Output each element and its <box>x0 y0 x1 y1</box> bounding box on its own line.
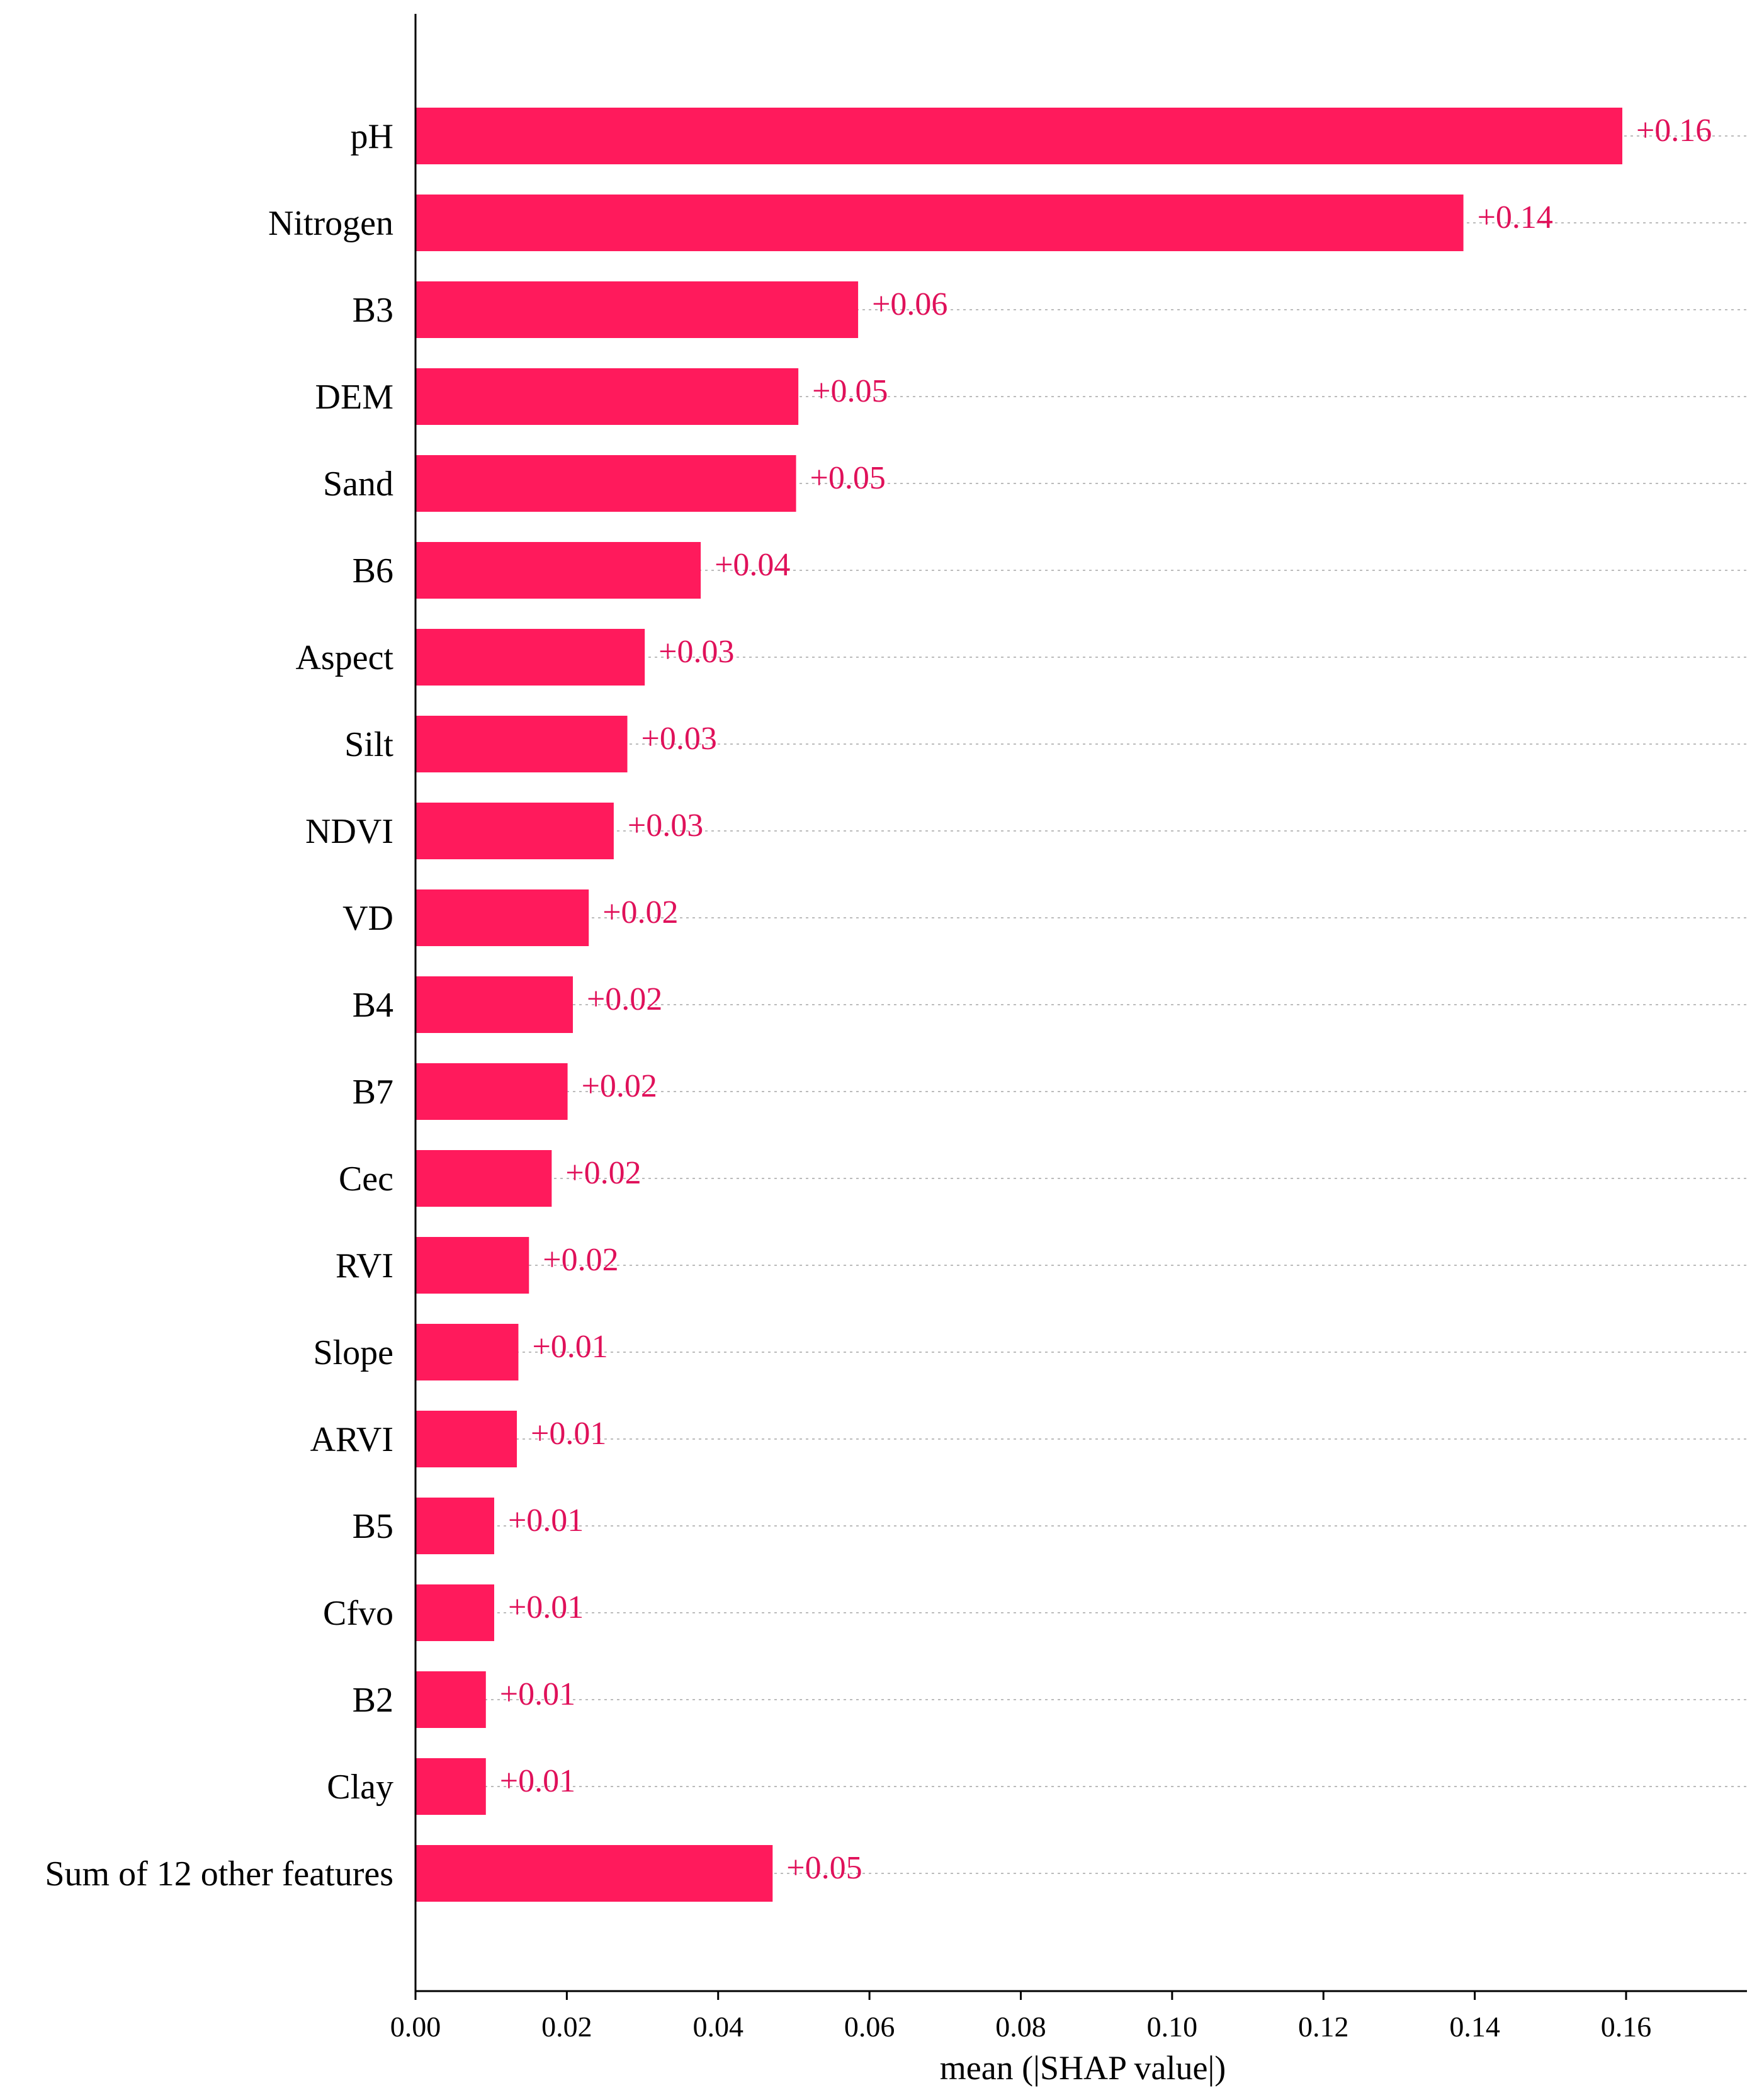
feature-label: B7 <box>353 1073 393 1112</box>
feature-label: Silt <box>344 725 393 764</box>
feature-label: NDVI <box>305 812 393 851</box>
value-label: +0.02 <box>587 981 662 1017</box>
bars <box>415 108 1622 1902</box>
bar-ndvi <box>415 803 614 859</box>
feature-label: B4 <box>353 986 393 1025</box>
value-label: +0.03 <box>658 634 734 670</box>
value-label: +0.01 <box>500 1676 575 1712</box>
bar-b2 <box>415 1671 486 1728</box>
feature-label: Sum of 12 other features <box>45 1854 393 1894</box>
x-axis-title: mean (|SHAP value|) <box>940 2049 1226 2087</box>
feature-label: DEM <box>315 378 393 417</box>
value-label: +0.02 <box>543 1242 618 1278</box>
axes <box>414 14 1747 1992</box>
bar-rvi <box>415 1237 529 1294</box>
feature-label: RVI <box>336 1246 393 1285</box>
value-label: +0.01 <box>532 1329 608 1365</box>
x-tick-label: 0.12 <box>1298 2011 1349 2043</box>
value-label: +0.01 <box>531 1416 606 1452</box>
bar-clay <box>415 1758 486 1815</box>
bar-vd <box>415 889 589 946</box>
value-label: +0.03 <box>641 721 717 757</box>
bar-ph <box>415 108 1622 164</box>
feature-label: VD <box>342 899 393 938</box>
value-label: +0.06 <box>872 286 947 322</box>
feature-label: Nitrogen <box>268 204 393 243</box>
feature-label: Clay <box>327 1768 393 1807</box>
bar-slope <box>415 1324 519 1380</box>
value-label: +0.05 <box>810 460 886 496</box>
x-tick-label: 0.08 <box>995 2011 1046 2043</box>
bar-b3 <box>415 281 859 338</box>
bar-cec <box>415 1150 552 1207</box>
bar-sand <box>415 455 796 512</box>
x-tick-label: 0.06 <box>844 2011 895 2043</box>
value-labels: +0.16 +0.14 +0.06 +0.05 +0.05 +0.04 +0.03 +0.03… <box>500 113 1712 1886</box>
bar-sum-of-12-other-features <box>415 1845 773 1902</box>
value-label: +0.02 <box>565 1155 641 1191</box>
value-label: +0.14 <box>1478 200 1553 235</box>
x-axis-ticks: 0.00 0.02 0.04 0.06 0.08 0.10 0.12 0.14 0.16 <box>390 1991 1652 2043</box>
x-tick-label: 0.02 <box>541 2011 592 2043</box>
feature-label: pH <box>351 117 393 156</box>
bar-b6 <box>415 542 701 599</box>
bar-b5 <box>415 1498 494 1554</box>
x-tick-label: 0.14 <box>1449 2011 1500 2043</box>
value-label: +0.01 <box>508 1503 584 1538</box>
bar-b7 <box>415 1063 568 1120</box>
bar-silt <box>415 716 628 772</box>
feature-label: Aspect <box>295 638 393 677</box>
value-label: +0.03 <box>628 808 703 844</box>
feature-label: Cec <box>339 1160 393 1199</box>
feature-label: B5 <box>353 1507 393 1546</box>
x-tick-label: 0.16 <box>1601 2011 1652 2043</box>
bar-dem <box>415 368 799 425</box>
feature-label: Cfvo <box>323 1594 393 1633</box>
bar-aspect <box>415 629 645 686</box>
feature-label: B3 <box>353 291 393 330</box>
bar-b4 <box>415 976 573 1033</box>
feature-label: ARVI <box>310 1420 393 1459</box>
value-label: +0.16 <box>1636 113 1712 149</box>
value-label: +0.01 <box>500 1763 575 1799</box>
value-label: +0.02 <box>602 895 678 930</box>
bar-arvi <box>415 1411 517 1467</box>
x-tick-label: 0.04 <box>693 2011 744 2043</box>
x-tick-label: 0.00 <box>390 2011 441 2043</box>
feature-label: B6 <box>353 551 393 590</box>
x-tick-label: 0.10 <box>1147 2011 1198 2043</box>
value-label: +0.02 <box>582 1068 657 1104</box>
bar-cfvo <box>415 1584 494 1641</box>
value-label: +0.05 <box>812 373 888 409</box>
value-label: +0.01 <box>508 1589 584 1625</box>
bar-nitrogen <box>415 195 1464 251</box>
value-label: +0.04 <box>715 547 790 583</box>
value-label: +0.05 <box>786 1850 862 1886</box>
feature-label: Slope <box>313 1333 393 1372</box>
feature-label: B2 <box>353 1681 393 1720</box>
feature-label: Sand <box>323 465 393 504</box>
feature-labels: pH Nitrogen B3 DEM Sand B6 Aspect Silt NDVI VD B4 B… <box>45 117 393 1894</box>
